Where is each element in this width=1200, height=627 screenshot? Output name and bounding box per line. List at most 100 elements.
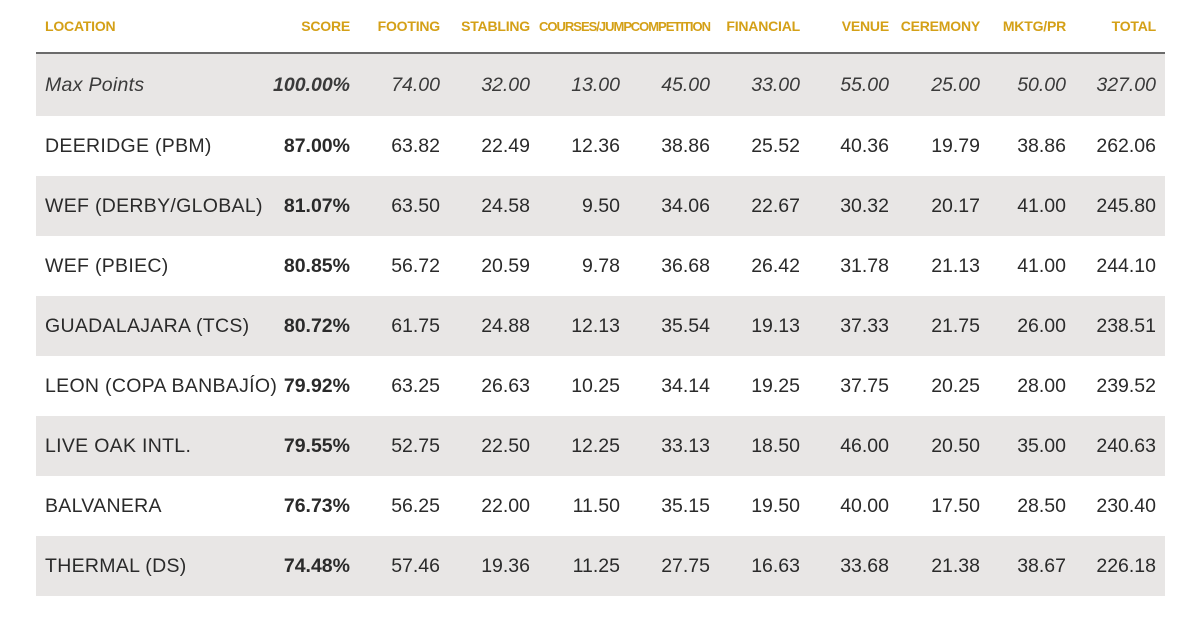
cell-stabling: 26.63 [481, 374, 530, 397]
cell-ceremony: 20.25 [931, 374, 980, 397]
header-courses-jump: COURSES/JUMP [539, 0, 632, 54]
max-points-label: Max Points [36, 53, 271, 116]
cell-venue: 46.00 [809, 416, 898, 476]
scores-table-container: LOCATION SCORE FOOTING STABLING COURSES/… [36, 0, 1165, 596]
cell-mktg-pr: 28.00 [1017, 374, 1066, 397]
cell-venue: 37.33 [809, 296, 898, 356]
cell-venue: 30.32 [809, 176, 898, 236]
cell-score: 79.55% [271, 416, 359, 476]
header-mktg-pr: MKTG/PR [989, 0, 1075, 54]
cell-stabling: 19.36 [449, 536, 539, 596]
cell-courses-jump: 12.36 [571, 134, 620, 157]
cell-ceremony: 20.17 [898, 176, 989, 236]
table-row: DEERIDGE (PBM) 87.00% 63.82 22.49 12.36 38.86… [36, 116, 1165, 176]
table-row: LEON (COPA BANBAJÍO) 79.92% 63.25 26.63 10.2… [36, 356, 1165, 416]
cell-total: 239.52 [1096, 374, 1156, 397]
max-score: 100.00% [271, 53, 359, 116]
table-body: Max Points 100.00% 74.00 32.00 13.00 45.… [36, 53, 1165, 596]
cell-financial: 19.13 [719, 296, 809, 356]
header-footing: FOOTING [359, 0, 449, 54]
header-total: TOTAL [1075, 0, 1165, 54]
cell-financial: 16.63 [719, 536, 809, 596]
cell-total: 240.63 [1075, 416, 1165, 476]
cell-location: DEERIDGE (PBM) [45, 134, 212, 157]
header-venue: VENUE [809, 0, 898, 54]
cell-venue: 40.00 [840, 494, 889, 517]
header-competition: COMPETITION [629, 0, 719, 54]
table-row: GUADALAJARA (TCS) 80.72% 61.75 24.88 12.13 35… [36, 296, 1165, 356]
cell-courses-jump: 11.25 [539, 536, 629, 596]
cell-courses-jump: 12.13 [539, 296, 629, 356]
cell-mktg-pr: 28.50 [1017, 494, 1066, 517]
cell-venue: 33.68 [809, 536, 898, 596]
cell-location: WEF (DERBY/GLOBAL) [36, 176, 271, 236]
cell-footing: 63.50 [359, 176, 449, 236]
cell-competition: 34.14 [661, 374, 710, 397]
header-score: SCORE [271, 0, 359, 54]
table-row: WEF (PBIEC) 80.85% 56.72 20.59 9.78 36.68 26.4… [36, 236, 1165, 296]
cell-footing: 57.46 [359, 536, 449, 596]
cell-location: THERMAL (DS) [36, 536, 271, 596]
cell-venue: 40.36 [840, 134, 889, 157]
table-row: BALVANERA 76.73% 56.25 22.00 11.50 35.15 19.50… [36, 476, 1165, 536]
cell-stabling: 22.00 [481, 494, 530, 517]
cell-score: 80.72% [271, 296, 359, 356]
cell-ceremony: 21.75 [898, 296, 989, 356]
cell-mktg-pr: 35.00 [989, 416, 1075, 476]
cell-location: WEF (PBIEC) [45, 254, 169, 277]
cell-total: 226.18 [1075, 536, 1165, 596]
cell-stabling: 20.59 [481, 254, 530, 277]
cell-total: 238.51 [1075, 296, 1165, 356]
cell-financial: 26.42 [751, 254, 800, 277]
cell-venue: 31.78 [840, 254, 889, 277]
table-row: WEF (DERBY/GLOBAL) 81.07% 63.50 24.58 9.50 34… [36, 176, 1165, 236]
cell-footing: 52.75 [359, 416, 449, 476]
max-mktg-pr: 50.00 [989, 53, 1075, 116]
cell-ceremony: 17.50 [931, 494, 980, 517]
cell-stabling: 24.88 [449, 296, 539, 356]
header-financial: FINANCIAL [719, 0, 809, 54]
cell-ceremony: 21.38 [898, 536, 989, 596]
cell-financial: 19.25 [751, 374, 800, 397]
cell-stabling: 24.58 [449, 176, 539, 236]
cell-footing: 63.82 [391, 134, 440, 157]
cell-footing: 61.75 [359, 296, 449, 356]
max-competition: 45.00 [629, 53, 719, 116]
max-total: 327.00 [1075, 53, 1165, 116]
cell-location: BALVANERA [45, 494, 162, 517]
max-stabling: 32.00 [449, 53, 539, 116]
cell-footing: 56.25 [391, 494, 440, 517]
cell-financial: 25.52 [751, 134, 800, 157]
cell-score: 79.92% [283, 374, 350, 397]
cell-stabling: 22.50 [449, 416, 539, 476]
cell-footing: 56.72 [391, 254, 440, 277]
cell-score: 74.48% [271, 536, 359, 596]
cell-score: 81.07% [271, 176, 359, 236]
cell-ceremony: 19.79 [931, 134, 980, 157]
cell-competition: 36.68 [661, 254, 710, 277]
cell-total: 244.10 [1096, 254, 1156, 277]
cell-mktg-pr: 38.86 [1017, 134, 1066, 157]
cell-financial: 18.50 [719, 416, 809, 476]
cell-mktg-pr: 41.00 [1017, 254, 1066, 277]
table-row: LIVE OAK INTL. 79.55% 52.75 22.50 12.25 33.13… [36, 416, 1165, 476]
cell-venue: 37.75 [840, 374, 889, 397]
cell-financial: 19.50 [751, 494, 800, 517]
cell-mktg-pr: 38.67 [989, 536, 1075, 596]
cell-mktg-pr: 26.00 [989, 296, 1075, 356]
max-courses-jump: 13.00 [539, 53, 629, 116]
header-ceremony: CEREMONY [898, 0, 989, 54]
cell-location: LIVE OAK INTL. [36, 416, 271, 476]
cell-competition: 34.06 [629, 176, 719, 236]
cell-stabling: 22.49 [481, 134, 530, 157]
cell-score: 80.85% [283, 254, 350, 277]
max-venue: 55.00 [809, 53, 898, 116]
max-financial: 33.00 [719, 53, 809, 116]
cell-competition: 27.75 [629, 536, 719, 596]
header-row: LOCATION SCORE FOOTING STABLING COURSES/… [36, 0, 1165, 54]
cell-score: 76.73% [283, 494, 350, 517]
max-points-row: Max Points 100.00% 74.00 32.00 13.00 45.… [36, 53, 1165, 116]
scores-table: LOCATION SCORE FOOTING STABLING COURSES/… [36, 0, 1165, 596]
cell-courses-jump: 9.78 [582, 254, 620, 277]
cell-total: 262.06 [1096, 134, 1156, 157]
